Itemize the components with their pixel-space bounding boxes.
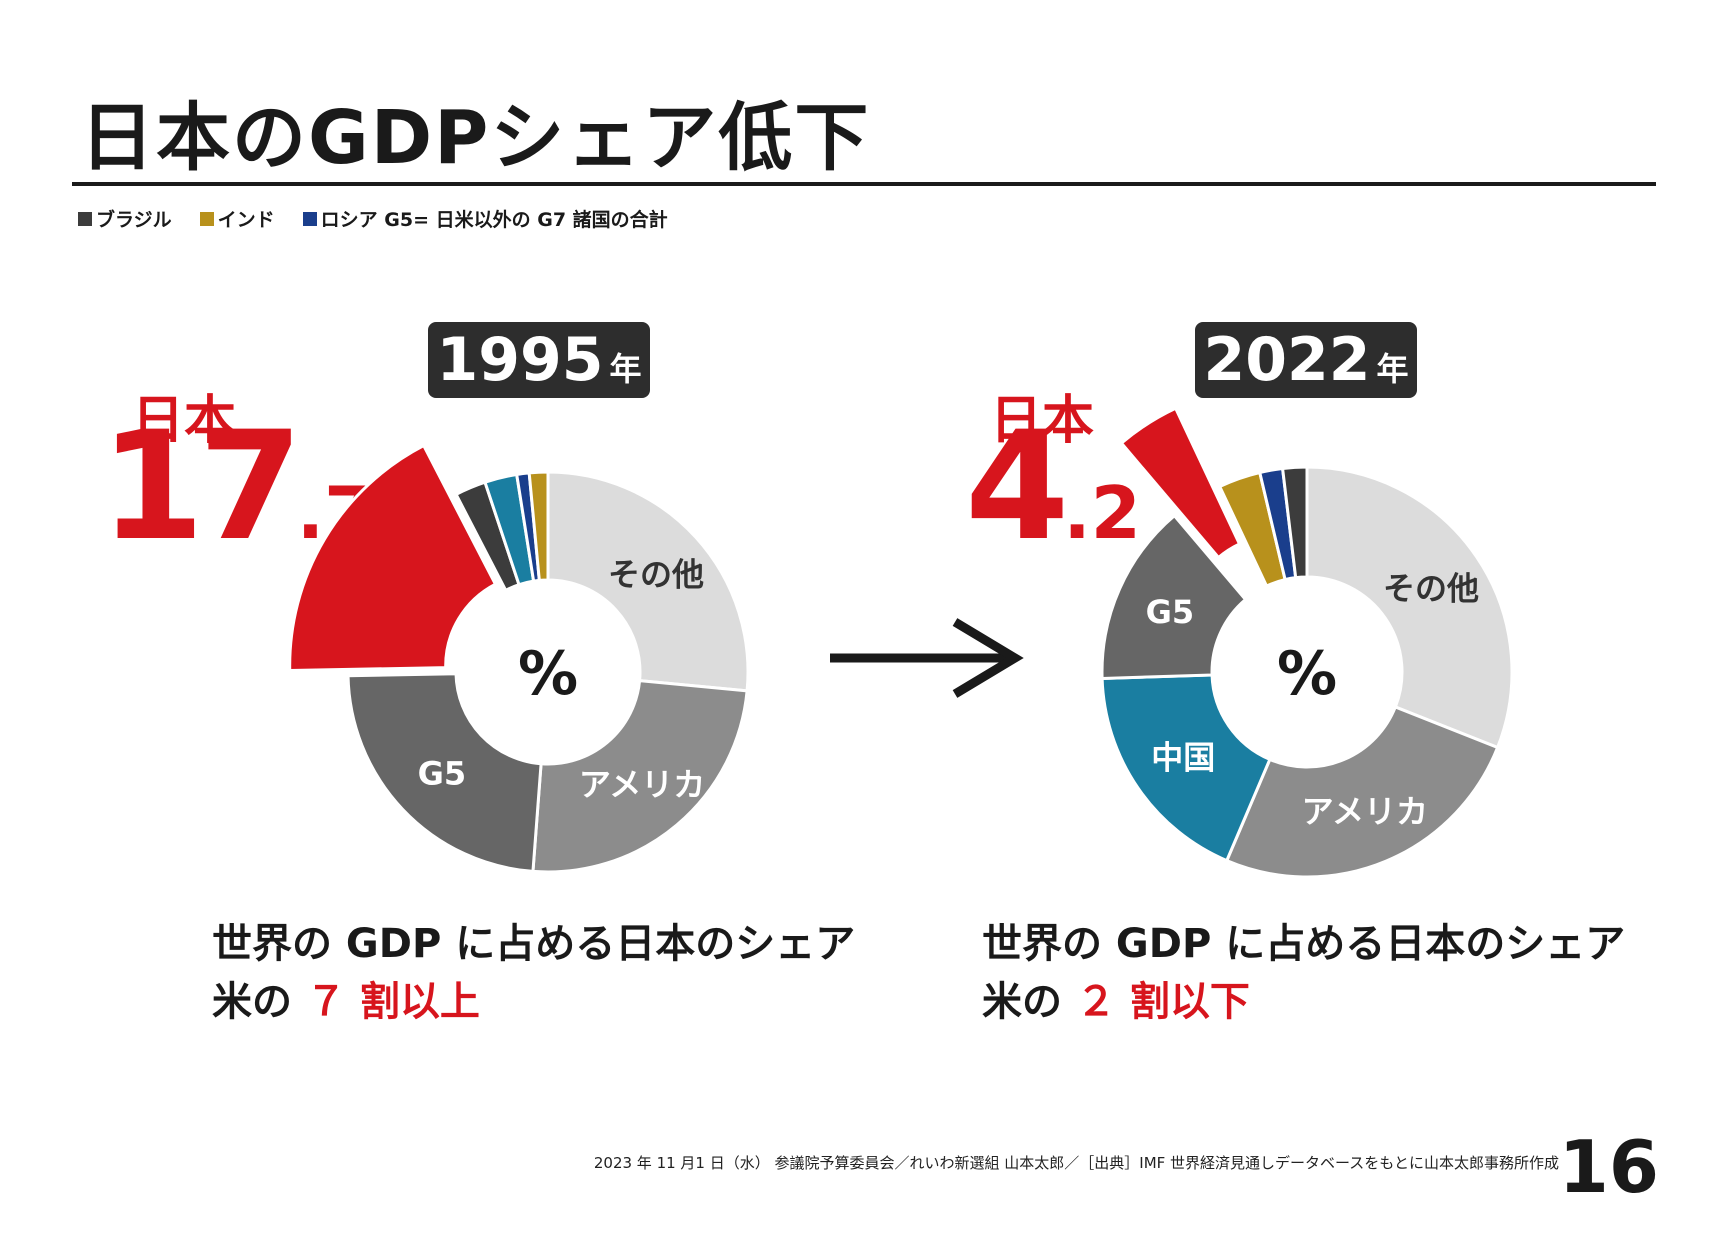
- legend-label-russia: ロシア G5= 日米以外の G7 諸国の合計: [320, 209, 668, 231]
- slice-1995-0: [546, 470, 750, 693]
- slice-2022-4: [1119, 406, 1242, 560]
- slice-1995-1: [531, 679, 749, 874]
- caption-1995-line2: 米の ７ 割以上: [212, 973, 855, 1031]
- slice-label-1995-2: G5: [418, 754, 467, 792]
- caption-1995-line1: 世界の GDP に占める日本のシェア: [212, 921, 856, 967]
- slice-label-2022-1: アメリカ: [1302, 792, 1428, 830]
- year-2022: 2022: [1203, 325, 1371, 395]
- legend-label-india: インド: [217, 209, 275, 231]
- legend-item-india: インド: [199, 205, 275, 232]
- legend: ブラジル インド ロシア G5= 日米以外の G7 諸国の合計: [78, 205, 668, 232]
- slice-2022-1: [1224, 705, 1500, 879]
- center-label-1995: %: [518, 639, 578, 709]
- legend-swatch-india: [199, 211, 214, 226]
- title-divider: [72, 182, 1656, 186]
- slice-label-2022-2: 中国: [1151, 739, 1215, 777]
- arrow-icon: [830, 618, 1024, 698]
- source-footer: 2023 年 11 月1 日（水） 参議院予算委員会／れいわ新選組 山本太郎／［…: [593, 1154, 1559, 1172]
- page-title: 日本のGDPシェア低下: [80, 95, 871, 181]
- legend-swatch-brazil: [78, 211, 92, 226]
- slice-label-1995-0: その他: [608, 556, 704, 594]
- japan-value-dec-2022: .2: [1063, 471, 1141, 555]
- year-1995: 1995: [436, 325, 604, 395]
- year-unit-1995: 年: [609, 350, 642, 388]
- legend-swatch-russia: [302, 211, 317, 226]
- caption-2022: 世界の GDP に占める日本のシェア 米の ２ 割以下: [982, 915, 1625, 1031]
- slice-1995-2: [346, 672, 543, 874]
- japan-label-1995: 日本: [132, 391, 237, 451]
- slice-2022-0: [1305, 465, 1514, 750]
- legend-item-russia: ロシア G5= 日米以外の G7 諸国の合計: [302, 205, 668, 232]
- slice-2022-3: [1100, 513, 1248, 680]
- year-badge-1995: 1995 年: [428, 322, 650, 398]
- slice-2022-7: [1280, 465, 1309, 580]
- year-unit-2022: 年: [1376, 350, 1409, 388]
- japan-value-2022: 4.2: [965, 400, 1141, 574]
- caption-2022-line2: 米の ２ 割以下: [982, 973, 1625, 1031]
- caption-1995-highlight: ７ 割以上: [305, 979, 480, 1025]
- slice-label-2022-0: その他: [1383, 570, 1479, 608]
- year-badge-2022: 2022 年: [1195, 322, 1417, 398]
- caption-1995-pre: 米の: [212, 979, 306, 1025]
- japan-value-1995: 17.7: [100, 400, 374, 574]
- center-label-2022: %: [1277, 639, 1337, 709]
- slice-1995-7: [527, 470, 550, 583]
- caption-1995: 世界の GDP に占める日本のシェア 米の ７ 割以上: [212, 915, 855, 1031]
- slice-label-2022-3: G5: [1146, 593, 1195, 631]
- page-number: 16: [1558, 1125, 1659, 1209]
- slice-label-1995-1: アメリカ: [579, 766, 705, 804]
- caption-2022-highlight: ２ 割以下: [1075, 979, 1250, 1025]
- japan-value-int-2022: 4: [965, 400, 1069, 574]
- caption-2022-line1: 世界の GDP に占める日本のシェア: [982, 921, 1626, 967]
- japan-value-int-1995: 17: [100, 400, 303, 574]
- japan-label-2022: 日本: [990, 391, 1095, 451]
- slice-2022-2: [1100, 673, 1272, 863]
- legend-item-brazil: ブラジル: [78, 205, 172, 232]
- legend-label-brazil: ブラジル: [96, 209, 172, 231]
- slice-1995-3: [288, 443, 498, 673]
- caption-2022-pre: 米の: [982, 979, 1076, 1025]
